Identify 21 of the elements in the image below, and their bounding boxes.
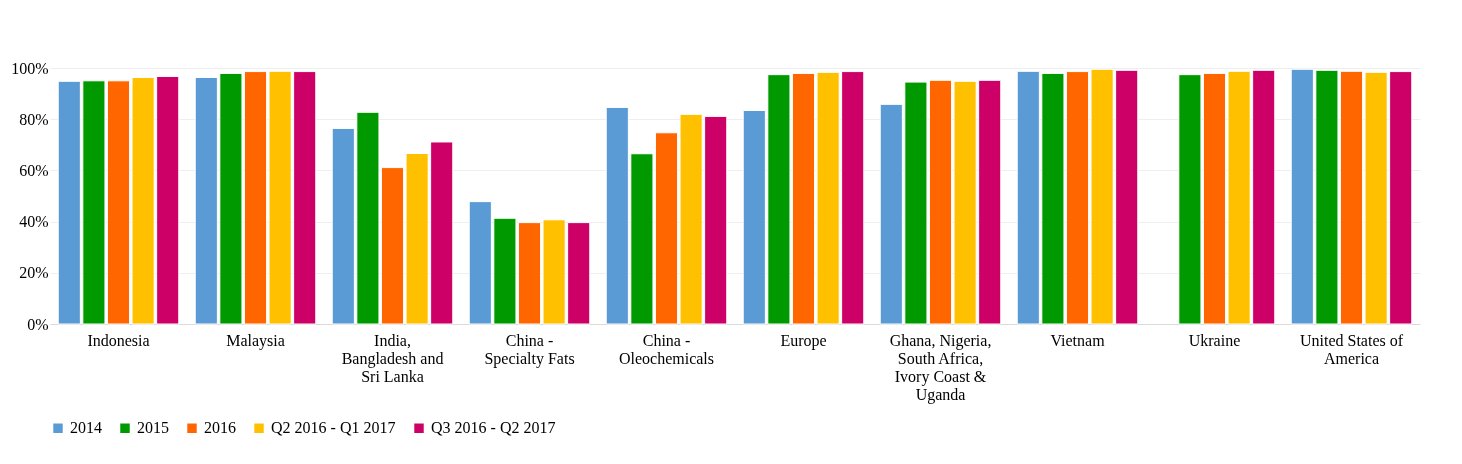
y-tick-label: 80% bbox=[19, 110, 49, 128]
x-tick-label: China - Oleochemicals bbox=[618, 331, 715, 367]
legend-label: 2015 bbox=[137, 419, 169, 437]
legend-label: Q2 2016 - Q1 2017 bbox=[271, 419, 396, 437]
x-tick-label: Indonesia bbox=[87, 331, 150, 349]
y-tick-label: 60% bbox=[19, 161, 49, 179]
legend-label: 2014 bbox=[70, 419, 102, 437]
x-tick-label: Malaysia bbox=[226, 331, 285, 350]
x-tick-label: Vietnam bbox=[1050, 331, 1106, 349]
legend-label: 2016 bbox=[204, 419, 236, 437]
x-tick-label: Ghana, Nigeria, South Africa, Ivory Coast & Uganda bbox=[889, 331, 992, 404]
y-tick-label: 40% bbox=[19, 213, 49, 231]
x-tick-label: India, Bangladesh and Sri Lanka bbox=[341, 331, 444, 385]
y-tick-label: 20% bbox=[19, 264, 49, 282]
x-tick-label: China - Specialty Fats bbox=[484, 331, 575, 368]
x-tick-label: Europe bbox=[780, 331, 827, 350]
y-tick-label: 100% bbox=[11, 59, 49, 77]
legend-label: Q3 2016 - Q2 2017 bbox=[431, 419, 556, 437]
x-tick-label: Ukraine bbox=[1188, 331, 1241, 349]
y-tick-label: 0% bbox=[27, 315, 49, 333]
x-tick-label: United States of America bbox=[1299, 331, 1404, 367]
